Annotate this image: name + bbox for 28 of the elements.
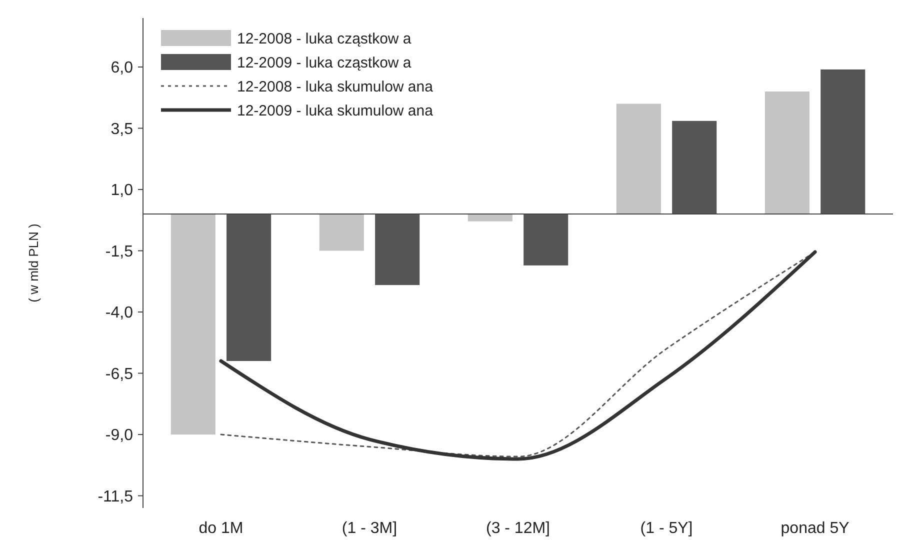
bar — [820, 69, 866, 214]
bar — [319, 214, 364, 251]
bar — [226, 214, 272, 361]
y-tick-label: 6,0 — [110, 60, 134, 77]
bar — [468, 214, 512, 222]
x-tick-label: ponad 5Y — [780, 520, 850, 537]
y-tick-label: -4,0 — [105, 304, 134, 322]
y-tick-label: 1,0 — [110, 182, 134, 200]
legend-label: 12-2009 - luka cząstkow a — [237, 54, 412, 72]
x-tick-label: (1 - 3M] — [342, 520, 398, 537]
bar — [524, 214, 568, 266]
bar — [375, 214, 420, 286]
y-tick-label: 3,5 — [110, 120, 134, 138]
y-axis-title: ( w mld PLN ) — [26, 224, 41, 302]
legend-label: 12-2008 - luka cząstkow a — [237, 30, 412, 48]
y-tick-label: -9,0 — [105, 427, 134, 444]
y-tick-label: -11,5 — [98, 488, 134, 506]
bar — [170, 214, 216, 434]
y-tick-label: -6,5 — [105, 366, 134, 383]
bar — [672, 120, 717, 214]
x-tick-label: (1 - 5Y] — [640, 520, 693, 537]
legend-label: 12-2008 - luka skumulow ana — [237, 78, 434, 96]
y-tick-label: -1,5 — [105, 243, 134, 260]
legend-label: 12-2009 - luka skumulow ana — [237, 102, 434, 120]
bar — [764, 92, 810, 214]
x-tick-label: (3 - 12M] — [486, 520, 550, 537]
bar — [616, 104, 661, 214]
x-tick-label: do 1M — [198, 520, 244, 537]
